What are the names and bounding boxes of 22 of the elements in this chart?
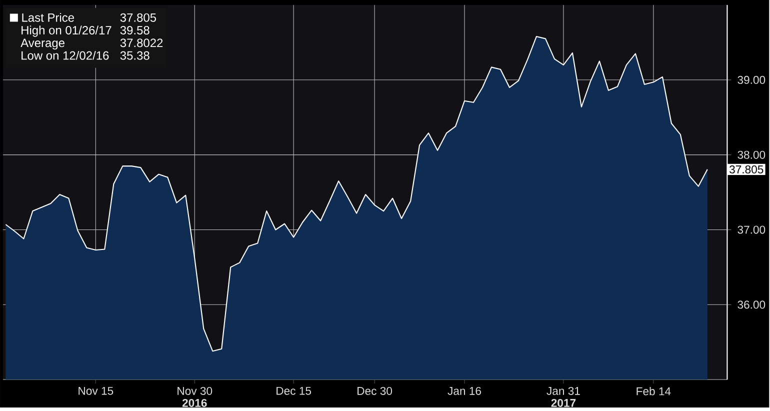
x-tick-label: Nov 30 <box>178 386 212 395</box>
x-tick-label: Jan 31 <box>546 386 580 395</box>
y-tick-label: 39.00 <box>738 76 766 84</box>
y-tick-label: 37.00 <box>738 226 766 234</box>
legend-label: Last Price <box>22 12 74 22</box>
annotation: High on 01/26/17 <box>22 25 112 37</box>
annotation: 39.58 <box>120 26 150 34</box>
x-tick-label: Dec 30 <box>358 386 392 395</box>
x-tick-label: Feb 14 <box>636 386 671 396</box>
text: 2017 <box>551 398 576 407</box>
y-tick-label: 38.00 <box>738 150 766 159</box>
annotation: 35.38 <box>120 51 150 60</box>
x-tick-label: Jan 16 <box>448 386 482 395</box>
text: 37.805 <box>730 165 764 174</box>
annotation: 37.805 <box>120 13 156 22</box>
annotation: 37.8022 <box>120 38 163 47</box>
y-tick-label: 36.00 <box>738 300 766 308</box>
text: 2016 <box>182 398 207 407</box>
annotation: Low on 12/02/16 <box>22 50 109 60</box>
x-tick-label: Dec 15 <box>276 386 312 395</box>
annotation: Average <box>20 38 64 50</box>
x-tick-label: Nov 15 <box>78 386 114 395</box>
